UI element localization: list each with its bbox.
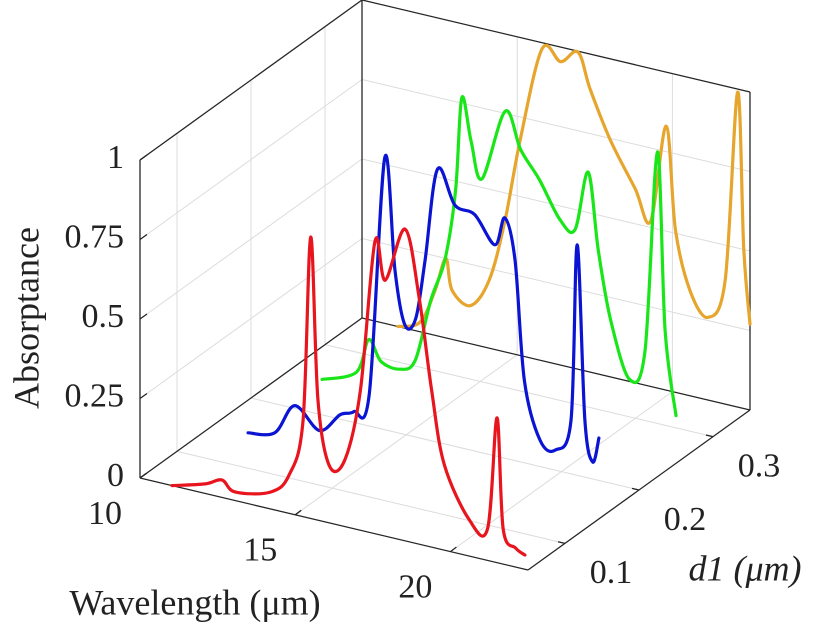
x-tick-label: 10 [88, 495, 122, 532]
y-tick-label: 0.1 [590, 554, 633, 591]
labels: Absorptance Wavelength (μm) d1 (μm) 0 0.2… [6, 139, 801, 622]
y-tick-label: 0.3 [738, 447, 781, 484]
x-axis-label: Wavelength (μm) [69, 582, 320, 622]
grid-line [250, 397, 640, 491]
x-tick-label: 20 [398, 568, 432, 605]
grid-line [361, 158, 751, 252]
spectrum-line [170, 227, 527, 557]
spectrum-line [320, 95, 678, 418]
spectrum-line [396, 43, 752, 329]
axis-edge [139, 0, 363, 161]
tick-mark [450, 546, 457, 553]
x-tick-label: 15 [243, 532, 277, 569]
grid-line [139, 158, 363, 320]
tick-mark [139, 472, 147, 479]
axes-box [139, 0, 751, 571]
axis-edge [361, 317, 751, 411]
y-axis-label: d1 (μm) [688, 548, 801, 588]
z-tick-label: 0.75 [65, 218, 125, 255]
z-tick-label: 0 [107, 457, 124, 494]
grid-line [361, 79, 751, 172]
tick-mark [139, 154, 148, 161]
grid-line [176, 450, 566, 544]
z-tick-label: 0.5 [82, 298, 125, 335]
tick-mark [705, 434, 714, 438]
z-tick-label: 0.25 [65, 377, 125, 414]
grid-line [139, 79, 363, 240]
tick-mark [139, 233, 148, 241]
tick-mark [294, 509, 302, 516]
y-tick-label: 0.2 [664, 501, 707, 538]
tick-mark [139, 392, 148, 400]
grid-line [139, 238, 363, 399]
tick-mark [557, 541, 566, 544]
axis-edge [361, 0, 751, 93]
curves [170, 43, 752, 557]
z-axis-label: Absorptance [6, 227, 46, 409]
axis-edge [139, 317, 363, 479]
spectrum-line [246, 153, 601, 464]
tick-mark [631, 487, 640, 491]
z-tick-label: 1 [107, 139, 124, 176]
tick-mark [139, 313, 148, 320]
grid-line [324, 344, 714, 438]
axis-edge [139, 477, 529, 571]
